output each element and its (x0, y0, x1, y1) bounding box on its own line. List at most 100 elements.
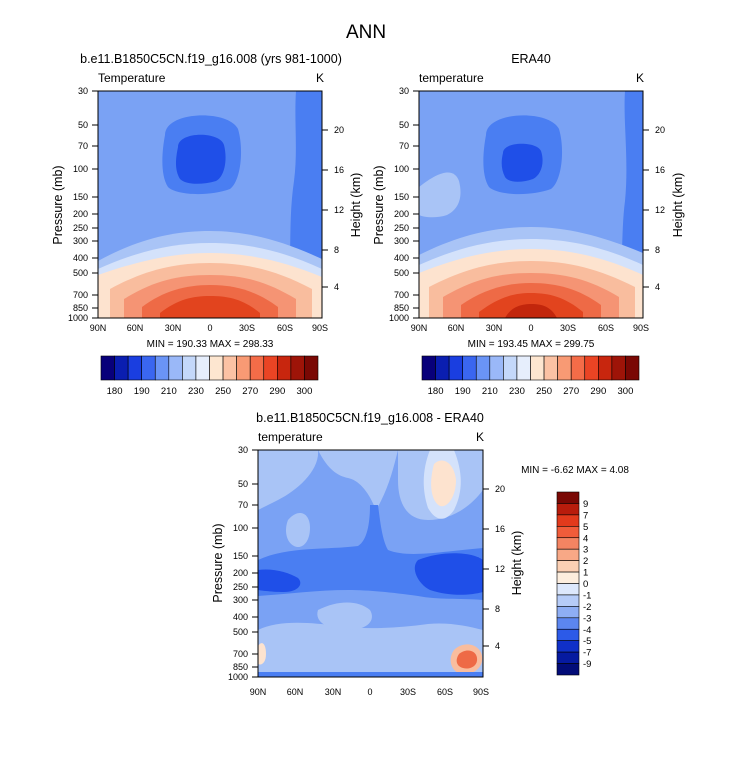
colorbar-swatch (570, 355, 586, 381)
ytick-right: 16 (495, 524, 505, 534)
panel-obs-xticks: 90N 60N 30N 0 30S 60S 90S (411, 323, 649, 333)
xtick: 0 (207, 323, 212, 333)
colorbar-swatch (249, 355, 265, 381)
ytick: 300 (73, 236, 88, 246)
colorbar-label: 3 (583, 545, 588, 556)
colorbar-label: 180 (107, 386, 123, 397)
colorbar-swatch (168, 355, 183, 381)
ytick: 300 (233, 595, 248, 605)
ytick: 500 (73, 268, 88, 278)
panel-obs-ylabel: Pressure (mb) (372, 165, 386, 244)
ytick-right: 4 (495, 641, 500, 651)
ytick: 30 (78, 86, 88, 96)
colorbar-swatch (304, 355, 319, 381)
ytick: 400 (73, 253, 88, 263)
colorbar-label: 210 (161, 386, 177, 397)
panel-diff-title: b.e11.B1850C5CN.f19_g16.008 - ERA40 (256, 411, 484, 425)
colorbar-swatch (584, 355, 599, 381)
ytick: 50 (78, 120, 88, 130)
colorbar-swatch (556, 560, 580, 573)
xtick: 90S (633, 323, 649, 333)
panel-model-ylabel-right: Height (km) (349, 173, 363, 238)
ytick-right: 8 (655, 245, 660, 255)
colorbar-swatch (556, 606, 580, 619)
colorbar-label: -7 (583, 648, 591, 659)
panel-diff-plot-area (258, 450, 483, 677)
colorbar-swatch (556, 537, 580, 550)
ytick: 150 (233, 551, 248, 561)
diff-dark-left (258, 569, 301, 592)
diff-coral-right (456, 650, 478, 669)
diff-light-lower (258, 622, 483, 677)
xtick: 90N (411, 323, 428, 333)
panel-obs-title: ERA40 (511, 52, 551, 66)
colorbar-label: 2 (583, 556, 588, 567)
figure-title: ANN (346, 22, 386, 43)
colorbar-label: 210 (482, 386, 498, 397)
ytick: 70 (78, 141, 88, 151)
panel-model-title: b.e11.B1850C5CN.f19_g16.008 (yrs 981-100… (80, 52, 342, 66)
colorbar-swatch (625, 355, 640, 381)
panel-diff-left-label: temperature (258, 430, 323, 444)
xtick: 60S (437, 687, 453, 697)
xtick: 60N (287, 687, 304, 697)
panel-diff-xticks: 90N 60N 30N 0 30S 60S 90S (250, 687, 489, 697)
panel-obs-right-label: K (636, 71, 644, 85)
ytick-right: 20 (495, 484, 505, 494)
colorbar-label: -2 (583, 602, 591, 613)
colorbar-swatch (556, 491, 580, 504)
diff-dark-right (414, 553, 483, 595)
colorbar-label: 4 (583, 533, 588, 544)
colorbar-swatch (209, 355, 224, 381)
colorbar-label: 7 (583, 510, 588, 521)
ytick-right: 12 (334, 205, 344, 215)
xtick: 60N (448, 323, 465, 333)
colorbar-swatch (290, 355, 305, 381)
xtick: 60S (277, 323, 293, 333)
ytick: 850 (233, 662, 248, 672)
colorbar-swatch (462, 355, 477, 381)
colorbar-swatch (421, 355, 436, 381)
colorbar-swatch (556, 571, 580, 584)
xtick: 30N (165, 323, 182, 333)
ytick: 250 (233, 582, 248, 592)
colorbar-swatch (530, 355, 545, 381)
colorbar-swatch (556, 526, 580, 539)
ytick: 200 (73, 209, 88, 219)
ytick-right: 4 (334, 282, 339, 292)
colorbar-label: -5 (583, 636, 591, 647)
field-left-patch (419, 172, 461, 218)
ytick: 1000 (68, 313, 88, 323)
ytick: 700 (233, 649, 248, 659)
xtick: 30S (560, 323, 576, 333)
field-stratos-core (501, 143, 543, 182)
panel-obs-frame (418, 90, 644, 319)
diff-light-lower-blob (317, 602, 372, 630)
colorbar-swatch (195, 355, 210, 381)
colorbar-label: 270 (242, 386, 258, 397)
ytick: 700 (73, 290, 88, 300)
xtick: 0 (367, 687, 372, 697)
panel-diff-ylabel: Pressure (mb) (211, 523, 225, 602)
colorbar-label: 230 (509, 386, 525, 397)
colorbar-swatch (127, 355, 142, 381)
field-stratos-core (176, 134, 226, 184)
panel-diff: b.e11.B1850C5CN.f19_g16.008 - ERA40 temp… (211, 411, 629, 697)
xtick: 0 (528, 323, 533, 333)
ytick: 50 (399, 120, 409, 130)
xtick: 90N (250, 687, 267, 697)
panel-model-right-label: K (316, 71, 324, 85)
colorbar-swatch (154, 355, 170, 381)
colorbar-label: 180 (428, 386, 444, 397)
ytick: 850 (394, 303, 409, 313)
colorbar-label: 270 (563, 386, 579, 397)
panel-diff-minmax: MIN = -6.62 MAX = 4.08 (521, 465, 629, 476)
colorbar-swatch (556, 640, 580, 653)
colorbar-label: -4 (583, 625, 591, 636)
panel-diff-frame (257, 449, 484, 678)
ytick: 250 (73, 223, 88, 233)
panel-obs-left-label: temperature (419, 71, 484, 85)
xtick: 30N (325, 687, 342, 697)
colorbar-swatch (556, 617, 580, 630)
panel-model-plot-area (98, 91, 322, 318)
